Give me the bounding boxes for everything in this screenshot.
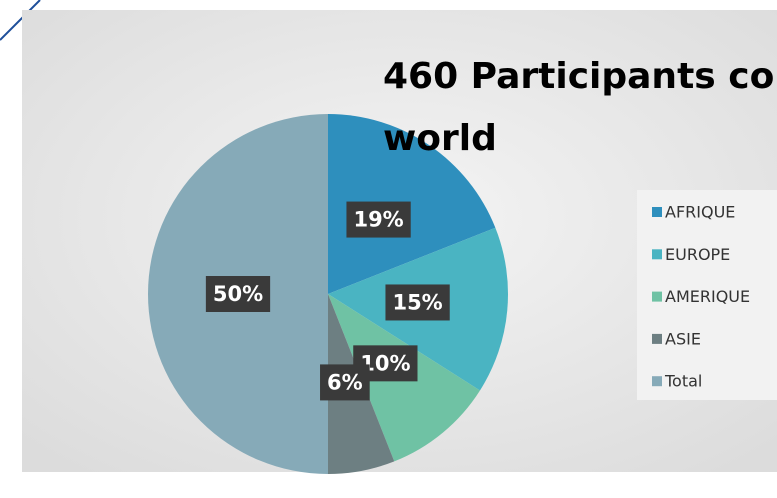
legend-swatch [652, 249, 662, 259]
chart-title: world [383, 118, 497, 159]
slide: 19%15%10%6%50% AFRIQUEEUROPEAMERIQUEASIE… [0, 0, 777, 498]
legend-swatch [652, 292, 662, 302]
legend-label: Total [664, 372, 702, 391]
data-label: 19% [353, 208, 403, 232]
chart-title: 460 Participants co [383, 56, 774, 97]
legend-swatch [652, 334, 662, 344]
pie [148, 114, 508, 474]
legend-label: AMERIQUE [665, 287, 750, 306]
legend-swatch [652, 207, 662, 217]
legend-label: AFRIQUE [665, 203, 735, 222]
data-label: 50% [213, 282, 263, 306]
legend-label: EUROPE [665, 245, 730, 264]
data-label: 6% [327, 370, 363, 394]
data-label: 15% [392, 290, 442, 314]
legend-swatch [652, 376, 662, 386]
legend-label: ASIE [665, 329, 701, 348]
